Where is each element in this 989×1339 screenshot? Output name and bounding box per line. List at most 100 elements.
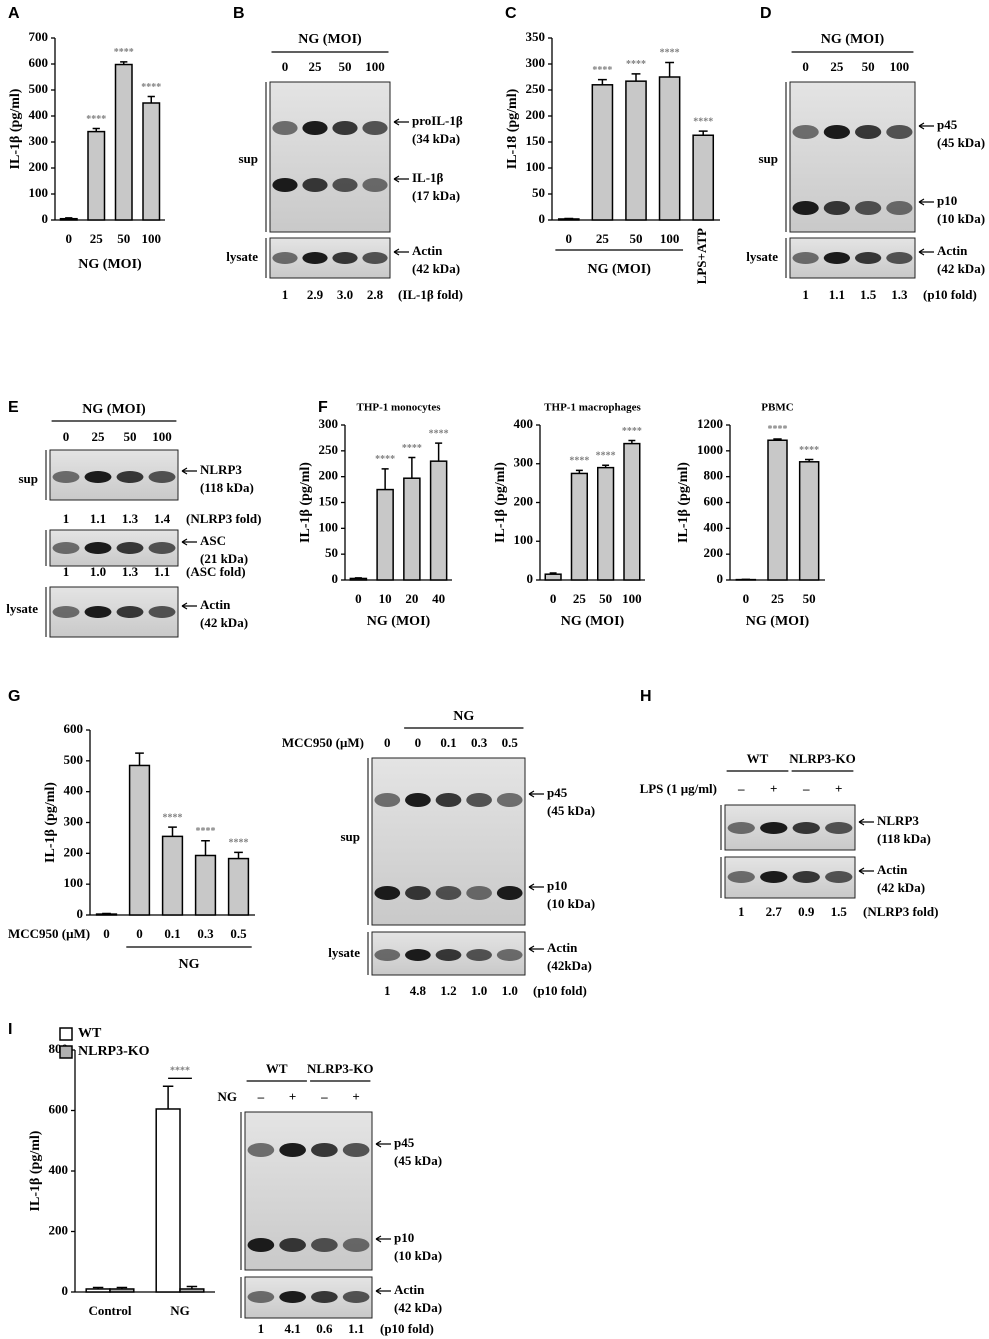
band: [84, 606, 112, 618]
lane-label: –: [802, 781, 810, 796]
band: [52, 606, 80, 618]
lane-label: –: [737, 781, 745, 796]
row-label: MCC950 (μM): [8, 926, 90, 941]
band-size: (42 kDa): [877, 880, 925, 895]
significance: ****: [569, 456, 589, 467]
band: [466, 793, 492, 807]
y-tick-label: 150: [319, 493, 339, 508]
band: [825, 871, 853, 883]
band-name: p10: [547, 878, 567, 893]
legend-swatch: [59, 1027, 73, 1041]
y-tick-label: 0: [42, 211, 49, 226]
legend-label: WT: [78, 1026, 102, 1041]
band-size: (42kDa): [547, 958, 592, 973]
panel-letter: B: [233, 5, 245, 22]
fold-value: 1.5: [860, 287, 877, 302]
band: [247, 1238, 275, 1252]
significance: ****: [799, 445, 819, 456]
treatment-label: LPS (1 μg/ml): [640, 781, 717, 796]
band-name: Actin: [412, 243, 443, 258]
band-name: p10: [394, 1230, 414, 1245]
error-bar: [102, 912, 111, 915]
lane-label: 100: [152, 429, 172, 444]
band: [855, 252, 882, 264]
y-tick-label: 500: [64, 752, 84, 767]
y-tick-label: 200: [514, 493, 534, 508]
band: [342, 1238, 370, 1252]
fold-value: 1.5: [831, 904, 848, 919]
y-tick-label: 400: [704, 519, 724, 534]
y-tick-label: 600: [704, 493, 724, 508]
band: [84, 542, 112, 554]
fold-label: (p10 fold): [380, 1321, 434, 1336]
band: [302, 252, 328, 264]
error-bar: [575, 469, 583, 474]
band-name: p45: [937, 117, 958, 132]
fold-value: 1.0: [502, 983, 518, 998]
significance: ****: [402, 443, 422, 454]
band: [148, 606, 176, 618]
chart-title: THP-1 macrophages: [544, 402, 641, 414]
band: [52, 542, 80, 554]
fold-label: (IL-1β fold): [398, 287, 463, 302]
significance: ****: [622, 426, 642, 437]
band-arrow: [528, 945, 544, 953]
band: [855, 125, 882, 139]
lane-label: 0: [415, 735, 422, 750]
y-tick-label: 0: [717, 571, 724, 586]
error-bar: [186, 1285, 198, 1289]
y-axis-label: IL-1β (pg/ml): [28, 1130, 43, 1211]
y-tick-label: 600: [29, 55, 49, 70]
y-tick-label: 50: [325, 545, 338, 560]
x-tick-label: 25: [90, 231, 104, 246]
panel-letter: I: [8, 1021, 12, 1038]
band: [148, 542, 176, 554]
row-label: lysate: [226, 249, 258, 264]
error-bar: [628, 439, 636, 444]
fold-value: 1.4: [154, 511, 171, 526]
lane-label: 100: [365, 59, 385, 74]
band-size: (42 kDa): [937, 261, 985, 276]
fold-value: 1.3: [122, 511, 139, 526]
x-tick-label: 0.5: [230, 926, 247, 941]
error-bar: [597, 78, 607, 85]
x-tick-label: LPS+ATP: [694, 228, 709, 284]
band: [311, 1238, 338, 1252]
blot-header: NG: [453, 709, 474, 724]
y-tick-label: 0: [527, 571, 534, 586]
band: [332, 121, 358, 135]
lane-label: 25: [309, 59, 323, 74]
x-axis-label: NG (MOI): [746, 614, 810, 629]
band-arrow: [393, 175, 409, 183]
significance: ****: [170, 1066, 190, 1077]
bar: [403, 477, 421, 581]
fold-label: (ASC fold): [186, 564, 246, 579]
band-name: proIL-1β: [412, 113, 463, 128]
x-tick-label: 50: [803, 591, 816, 606]
y-tick-label: 300: [514, 455, 534, 470]
row-label: sup: [238, 151, 258, 166]
band: [272, 178, 298, 192]
x-tick-label: 0: [103, 926, 110, 941]
band: [792, 822, 820, 834]
y-tick-label: 300: [29, 133, 49, 148]
x-tick-label: 40: [432, 591, 445, 606]
band: [823, 125, 850, 139]
band-arrow: [858, 818, 874, 826]
band: [247, 1143, 275, 1157]
band-name: p45: [394, 1135, 415, 1150]
y-tick-label: 100: [64, 875, 84, 890]
fold-value: 1.3: [122, 564, 139, 579]
blot-header: NG (MOI): [821, 32, 885, 47]
bar: [767, 439, 788, 581]
y-tick-label: 500: [29, 81, 49, 96]
x-tick-label: 50: [117, 231, 130, 246]
band: [116, 471, 144, 483]
band-name: Actin: [547, 940, 578, 955]
x-tick-label: 0: [66, 231, 73, 246]
bar: [142, 102, 161, 221]
lane-label: 25: [92, 429, 106, 444]
panel-letter: H: [640, 688, 652, 705]
band: [886, 252, 913, 264]
y-tick-label: 250: [526, 81, 546, 96]
